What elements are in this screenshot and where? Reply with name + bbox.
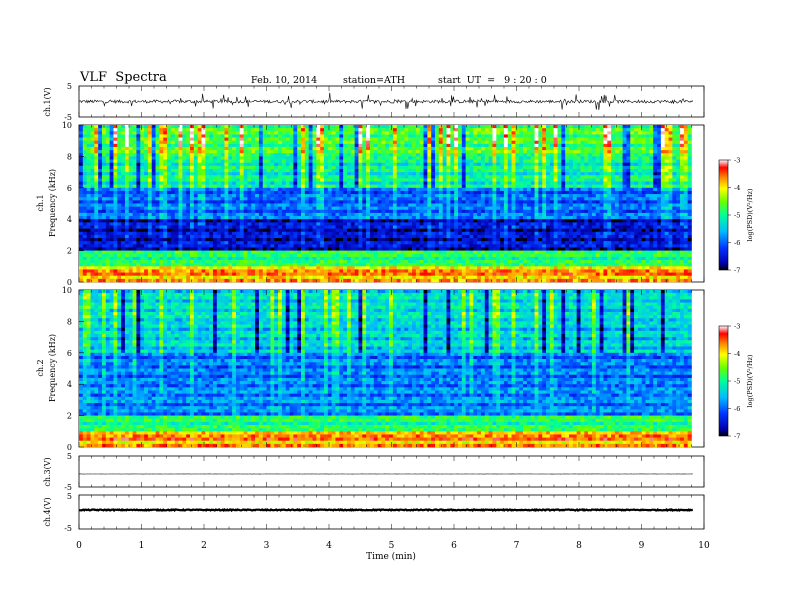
time-tick-10: 10 (698, 541, 710, 551)
ch1-channel-label: ch.1 (36, 194, 45, 211)
ch1-colorbar-tick: -6 (734, 239, 740, 247)
ch3-waveform-panel: 5 -5 ch.3(V) (43, 452, 705, 492)
ch1-freq-tick-10: 10 (62, 121, 72, 130)
ch2-freq-tick-4: 4 (67, 380, 72, 389)
ch4-ytick-bottom: -5 (64, 524, 72, 533)
time-tick-2: 2 (201, 541, 207, 551)
ch1-waveform-line (78, 92, 694, 111)
ch1-freq-tick-2: 2 (67, 247, 72, 256)
ch2-colorbar-label: log(PSD)(V²/Hz) (746, 354, 754, 407)
ch1-freq-tick-4: 4 (67, 215, 72, 224)
ch2-freq-tick-6: 6 (67, 349, 72, 358)
time-tick-0: 0 (76, 541, 82, 551)
ch1-ytick-bottom: -5 (64, 113, 72, 122)
ch2-colorbar-tick: -4 (734, 350, 740, 358)
ch2-frequency-label: Frequency (kHz) (48, 334, 57, 402)
ch2-spectrogram-image (79, 290, 692, 448)
ch1-colorbar-tick: -7 (734, 267, 740, 275)
ch2-freq-tick-2: 2 (67, 412, 72, 421)
ch1-colorbar-tick: -5 (734, 212, 740, 220)
ch2-freq-tick-0: 0 (67, 443, 72, 452)
ch2-spectrogram-panel: 0 2 4 6 8 10 ch.2 Frequency (kHz) (36, 286, 705, 452)
ch1-frequency-label: Frequency (kHz) (48, 169, 57, 237)
ch2-colorbar-tick: -7 (734, 433, 740, 441)
ch4-ytick-top: 5 (67, 492, 72, 501)
time-tick-7: 7 (514, 541, 520, 551)
date-label: Feb. 10, 2014 (251, 75, 318, 86)
ch3-ytick-top: 5 (67, 452, 72, 461)
station-label: station=ATH (343, 75, 405, 86)
ch1-colorbar-tick: -4 (734, 184, 740, 192)
ch4-waveform-panel: 5 -5 ch.4(V) (43, 492, 705, 533)
ch3-ytick-bottom: -5 (64, 483, 72, 492)
time-tick-3: 3 (264, 541, 270, 551)
ch4-ylabel: ch.4(V) (43, 497, 52, 526)
ch1-freq-tick-6: 6 (67, 184, 72, 193)
time-axis: 0 1 2 3 4 5 6 7 8 9 10 (76, 86, 710, 551)
ch1-freq-tick-8: 8 (67, 152, 72, 161)
ch1-ylabel: ch.1(V) (43, 87, 52, 116)
ch1-spectrogram-panel: 0 2 4 6 8 10 ch.1 Frequency (kHz) (36, 121, 705, 287)
ch1-waveform-panel: 5 -5 ch.1(V) (43, 82, 705, 122)
time-tick-4: 4 (326, 541, 332, 551)
time-tick-6: 6 (451, 541, 457, 551)
ch2-freq-tick-10: 10 (62, 286, 72, 295)
ch4-waveform-line (78, 507, 693, 513)
ch2-channel-label: ch.2 (36, 359, 45, 376)
ch1-colorbar: -3 -4 -5 -6 -7 log(PSD)(V²/Hz) (718, 157, 754, 275)
ch2-colorbar: -3 -4 -5 -6 -7 log(PSD)(V²/Hz) (718, 323, 754, 441)
time-tick-9: 9 (639, 541, 645, 551)
start-time-label: start UT = 9 : 20 : 0 (438, 75, 547, 86)
time-tick-1: 1 (139, 541, 145, 551)
ch2-colorbar-tick: -3 (734, 323, 740, 331)
time-tick-8: 8 (576, 541, 582, 551)
ch1-spectrogram-image (79, 125, 692, 283)
ch2-colorbar-tick: -6 (734, 405, 740, 413)
figure-title: VLF Spectra (80, 70, 167, 85)
ch1-freq-tick-0: 0 (67, 278, 72, 287)
ch1-colorbar-label: log(PSD)(V²/Hz) (746, 188, 754, 241)
ch1-colorbar-tick: -3 (734, 157, 740, 165)
ch3-ylabel: ch.3(V) (43, 457, 52, 486)
ch1-ytick-top: 5 (67, 82, 72, 91)
ch2-colorbar-tick: -5 (734, 378, 740, 386)
time-axis-label: Time (min) (366, 551, 416, 562)
time-tick-5: 5 (389, 541, 395, 551)
ch2-freq-tick-8: 8 (67, 317, 72, 326)
